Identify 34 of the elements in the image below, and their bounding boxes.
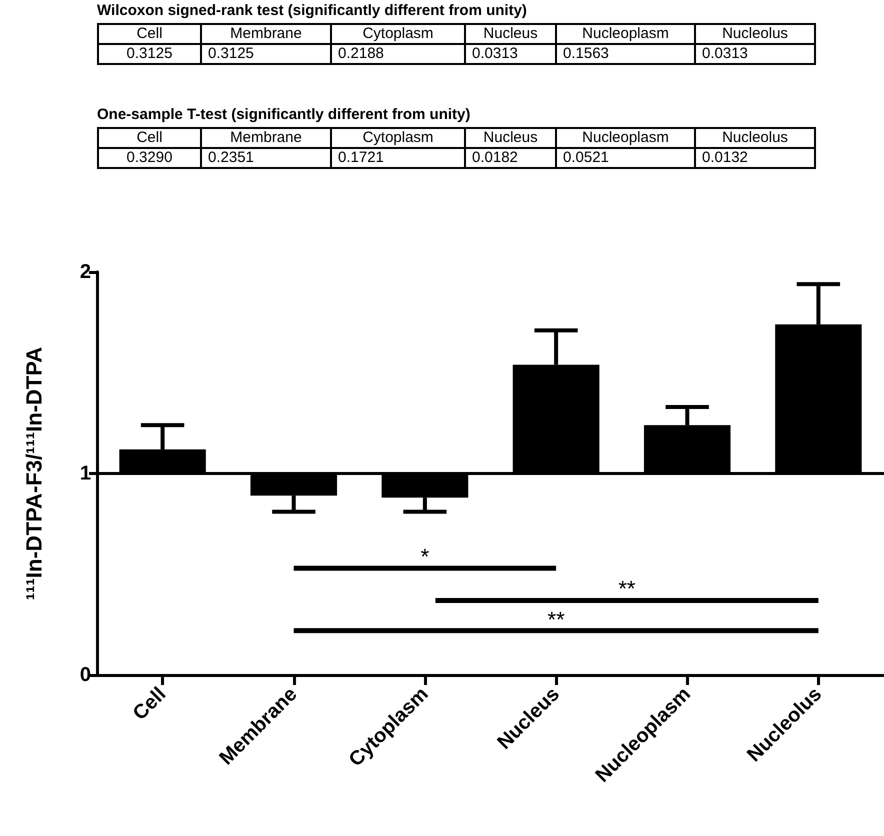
text: 0.2188 [331, 44, 465, 64]
category-label: Nucleus [483, 129, 538, 146]
text: 0.1563 [556, 44, 695, 64]
x-tick-label: Cell [128, 683, 170, 725]
category-label: Nucleolus [722, 25, 788, 42]
text: Wilcoxon signed-rank test (significantly different from unity) [97, 2, 527, 19]
category-label: Cytoplasm [362, 25, 434, 42]
category-label: Nucleoplasm [582, 129, 669, 146]
annotation: * [420, 544, 430, 570]
text: 0.3290 [98, 148, 201, 168]
text: 0.0313 [695, 44, 815, 64]
category-label: Nucleoplasm [582, 25, 669, 42]
text: 0.3125 [98, 44, 201, 64]
text: 0.1721 [331, 148, 465, 168]
annotation: ** [548, 606, 565, 633]
text: 0.0182 [465, 148, 556, 168]
y-axis-title: ¹¹¹In-DTPA-F3/¹¹¹In-DTPA [22, 346, 46, 600]
text: 0.2351 [201, 148, 331, 168]
category-label: Nucleolus [722, 129, 788, 146]
y-tick-label: 1 [80, 462, 91, 484]
text: 0.0132 [695, 148, 815, 168]
category-label: Membrane [230, 129, 302, 146]
text: 0.0313 [465, 44, 556, 64]
text: One-sample T-test (significantly different from unity) [97, 106, 470, 123]
text: 0.3125 [201, 44, 331, 64]
category-label: Membrane [230, 25, 302, 42]
category-label: Nucleus [483, 25, 538, 42]
category-label: Cell [136, 129, 162, 146]
text: 0.0521 [556, 148, 695, 168]
y-tick-label: 2 [80, 261, 91, 283]
y-tick-label: 0 [80, 664, 91, 686]
category-label: Cytoplasm [362, 129, 434, 146]
category-label: Cell [136, 25, 162, 42]
annotation: ** [618, 576, 636, 602]
